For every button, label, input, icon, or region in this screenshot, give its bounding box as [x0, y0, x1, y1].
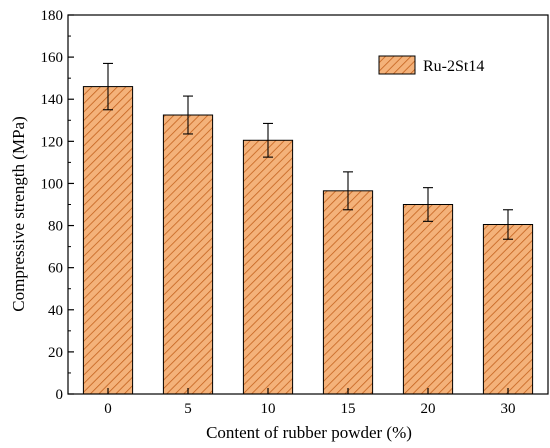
x-tick-label: 20	[421, 401, 436, 417]
x-axis-label: Content of rubber powder (%)	[206, 423, 412, 442]
bar-10	[242, 139, 294, 395]
y-tick-label: 120	[41, 134, 64, 150]
legend-swatch	[378, 55, 416, 75]
x-tick-label: 5	[184, 401, 192, 417]
y-tick-label: 0	[56, 387, 64, 403]
bar-20	[402, 204, 454, 395]
x-tick-label: 0	[104, 401, 112, 417]
y-tick-label: 180	[41, 8, 64, 24]
y-tick-label: 20	[48, 345, 63, 361]
x-tick-label: 30	[501, 401, 516, 417]
bar-15	[322, 190, 374, 395]
y-tick-label: 160	[41, 50, 64, 66]
x-tick-label: 10	[261, 401, 276, 417]
y-tick-label: 40	[48, 303, 63, 319]
y-tick-label: 100	[41, 176, 64, 192]
y-axis-label: Compressive strength (MPa)	[9, 116, 28, 311]
x-tick-label: 15	[341, 401, 356, 417]
legend: Ru-2St14	[378, 55, 484, 75]
y-tick-label: 80	[48, 219, 63, 235]
bar-30	[482, 224, 534, 395]
bar-0	[82, 86, 134, 395]
y-tick-label: 60	[48, 261, 63, 277]
legend-label: Ru-2St14	[423, 58, 484, 75]
bar-5	[162, 114, 214, 395]
y-tick-label: 140	[41, 92, 64, 108]
